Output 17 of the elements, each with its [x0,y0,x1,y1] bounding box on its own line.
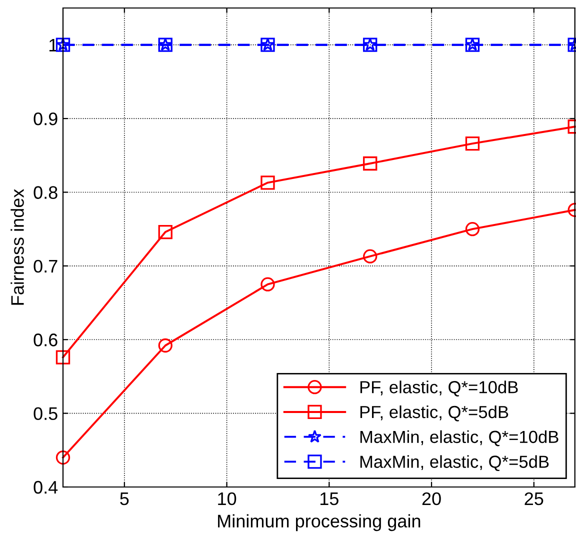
y-tick-label: 0.6 [34,334,58,346]
y-tick-label: 0.9 [34,112,58,126]
y-tick-label: 0.4 [34,480,58,494]
x-axis-title: Minimum processing gain [218,514,420,532]
y-tick-label: 0.7 [34,260,58,273]
legend-label: PF, elastic, Q*=10dB [360,380,518,396]
x-tick-label: 15 [320,492,338,506]
y-tick-label: 0.8 [34,186,58,199]
y-tick-label: 0.5 [34,407,58,420]
legend-label: MaxMin, elastic, Q*=5dB [360,455,549,472]
x-tick-label: 10 [218,492,236,506]
legend-label: PF, elastic, Q*=5dB [360,405,508,422]
y-axis-title: Fairness index [10,188,24,305]
x-tick-label: 25 [524,492,544,506]
x-tick-label: 20 [422,492,441,506]
x-tick-label: 5 [120,492,129,506]
legend-label: MaxMin, elastic, Q*=10dB [360,430,558,446]
